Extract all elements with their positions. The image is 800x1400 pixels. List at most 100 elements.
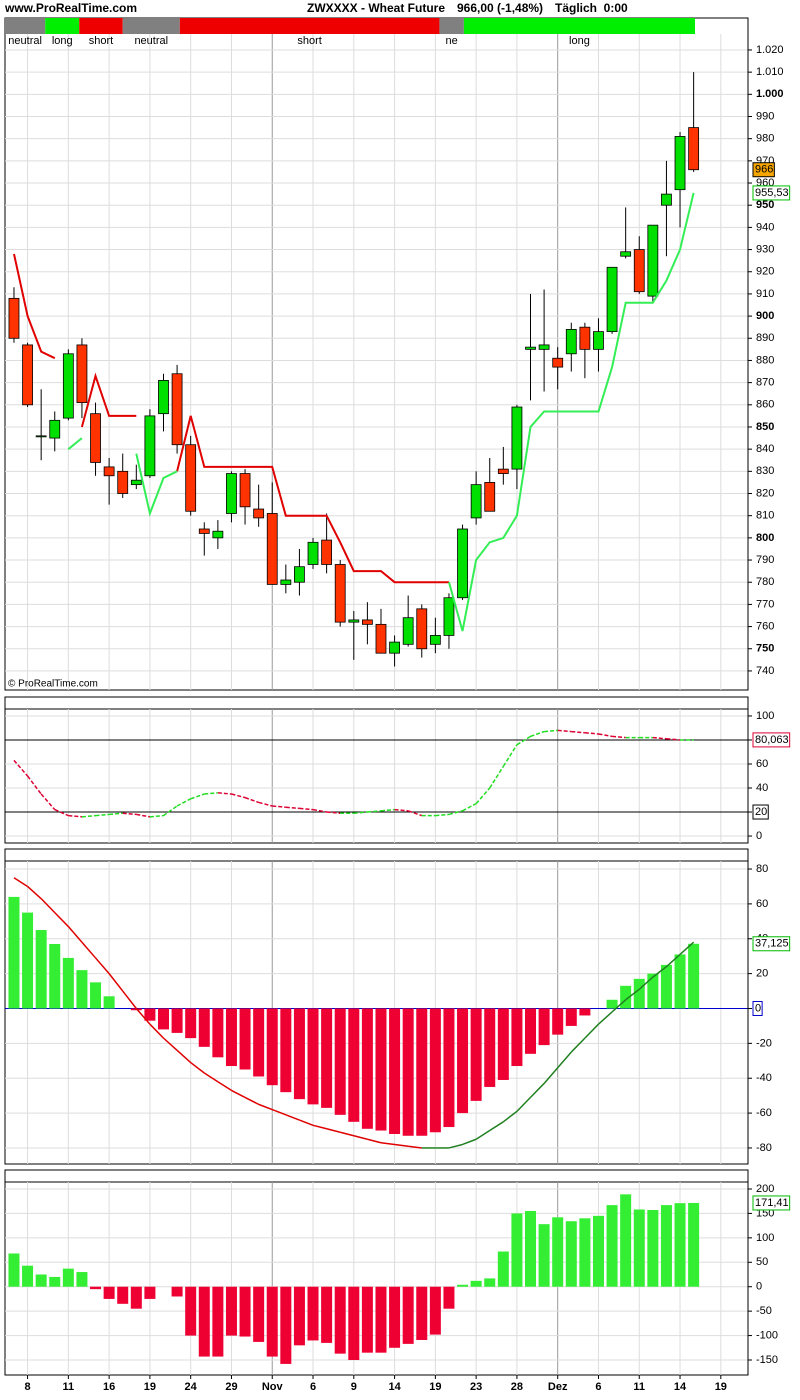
bar [389, 1286, 401, 1348]
x-tick-label: 14 [674, 1381, 687, 1393]
bar [253, 1286, 265, 1342]
watermark: © ProRealTime.com [8, 679, 98, 690]
bar [239, 1286, 251, 1337]
bar [565, 1221, 577, 1287]
indicator-line-segment [135, 1007, 151, 1025]
y-tick-label: 50 [756, 1256, 768, 1268]
bar [402, 1008, 414, 1136]
regime-band [5, 18, 46, 34]
bar [647, 1209, 659, 1287]
bar [633, 1209, 645, 1287]
price-marker-label: 0 [755, 1002, 761, 1014]
bar [511, 1213, 523, 1287]
candle-body [470, 484, 482, 519]
candle-body [158, 380, 169, 415]
regime-label: neutral [134, 35, 168, 47]
price-marker [752, 732, 791, 748]
indicator-line-segment [285, 806, 300, 810]
y-tick-label: 900 [756, 310, 774, 322]
indicator-line-segment [108, 973, 124, 992]
candle-body [511, 406, 523, 470]
indicator-line-segment [190, 1061, 205, 1074]
bar [552, 1217, 564, 1287]
bar [62, 1268, 74, 1287]
bar [103, 1286, 115, 1299]
indicator-line-segment [81, 814, 96, 818]
bar [348, 1286, 360, 1360]
bar [280, 1286, 292, 1364]
indicator-line-segment [68, 814, 83, 818]
indicator-line-segment [190, 793, 205, 800]
bar [620, 985, 632, 1009]
bar [212, 1286, 224, 1357]
indicator-line-segment [666, 738, 681, 741]
candle-body [429, 635, 441, 645]
indicator-line-segment [272, 805, 286, 808]
indicator-line-segment [638, 976, 654, 990]
bar [361, 1286, 373, 1353]
indicator-line-segment [625, 988, 640, 1001]
indicator-line-segment [122, 990, 137, 1009]
y-tick-label: 790 [756, 554, 774, 566]
bar [633, 978, 645, 1009]
indicator-line-segment [489, 1121, 504, 1132]
indicator-line-segment [543, 1067, 559, 1084]
x-tick-label: 16 [103, 1381, 115, 1393]
bar [660, 964, 672, 1009]
bar [90, 1286, 102, 1290]
bar [144, 1286, 156, 1299]
indicator-line-segment [394, 1143, 409, 1147]
candle-body [334, 564, 346, 623]
indicator-line-segment [665, 953, 681, 968]
bar [497, 1251, 509, 1287]
price-marker-label: 20 [755, 806, 767, 818]
candle-body [375, 623, 387, 654]
y-tick-label: 750 [756, 643, 774, 655]
y-tick-label: 100 [756, 710, 774, 722]
price-marker [752, 1195, 791, 1211]
y-tick-label: 80 [756, 863, 768, 875]
regime-label: ne [446, 35, 458, 47]
regime-label: long [569, 35, 590, 47]
price-marker-label: 80,063 [755, 734, 789, 746]
bar [660, 1205, 672, 1287]
candle-body [457, 528, 468, 599]
indicator-line-segment [149, 1023, 165, 1039]
indicator-line-segment [299, 807, 314, 811]
bar [592, 1215, 604, 1287]
period: Täglich 0:00 [555, 1, 628, 15]
y-tick-label: 820 [756, 487, 774, 499]
y-tick-label: 780 [756, 576, 774, 588]
bar [497, 1008, 509, 1080]
x-tick-label: 24 [185, 1381, 198, 1393]
indicator-line-segment [67, 926, 83, 943]
bar [35, 1274, 47, 1287]
regime-band [179, 18, 440, 34]
bar [35, 930, 47, 1009]
candle-body [253, 508, 265, 519]
x-tick-label: 23 [470, 1381, 482, 1393]
regime-band [122, 18, 180, 34]
bar [76, 970, 88, 1009]
x-tick-label: Nov [262, 1381, 284, 1393]
y-tick-label: -80 [756, 1142, 772, 1154]
bar [90, 982, 102, 1009]
indicator-line-segment [502, 1110, 518, 1123]
regime-label: neutral [8, 35, 42, 47]
y-tick-label: 950 [756, 199, 774, 211]
x-tick-label: 19 [715, 1381, 727, 1393]
bar [49, 1276, 61, 1287]
indicator-line-segment [244, 1096, 259, 1106]
bar [429, 1008, 441, 1133]
candle-body [8, 297, 20, 339]
bar [334, 1008, 346, 1115]
candle-body [538, 344, 550, 350]
indicator-line-segment [598, 733, 613, 738]
quote: 966,00 (-1,48%) [457, 1, 543, 15]
bar [348, 1008, 360, 1122]
bar [484, 1008, 496, 1087]
bar [253, 1008, 265, 1077]
candle-body [416, 608, 428, 650]
